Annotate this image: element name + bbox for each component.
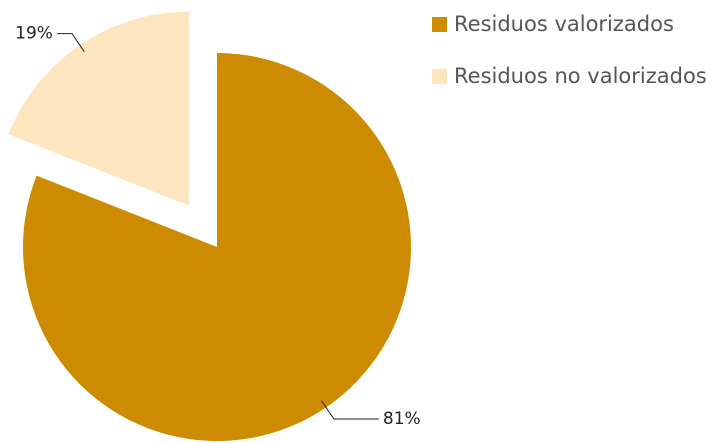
legend-swatch <box>432 17 447 32</box>
legend-label: Residuos no valorizados <box>454 64 707 88</box>
data-label: 19% <box>15 24 53 44</box>
legend-label: Residuos valorizados <box>454 12 674 36</box>
data-label: 81% <box>383 409 421 429</box>
leader-line <box>56 33 85 53</box>
pie-slice <box>8 11 189 206</box>
leader-line <box>321 400 379 420</box>
pie-slice <box>22 53 411 442</box>
legend-swatch <box>432 69 447 84</box>
